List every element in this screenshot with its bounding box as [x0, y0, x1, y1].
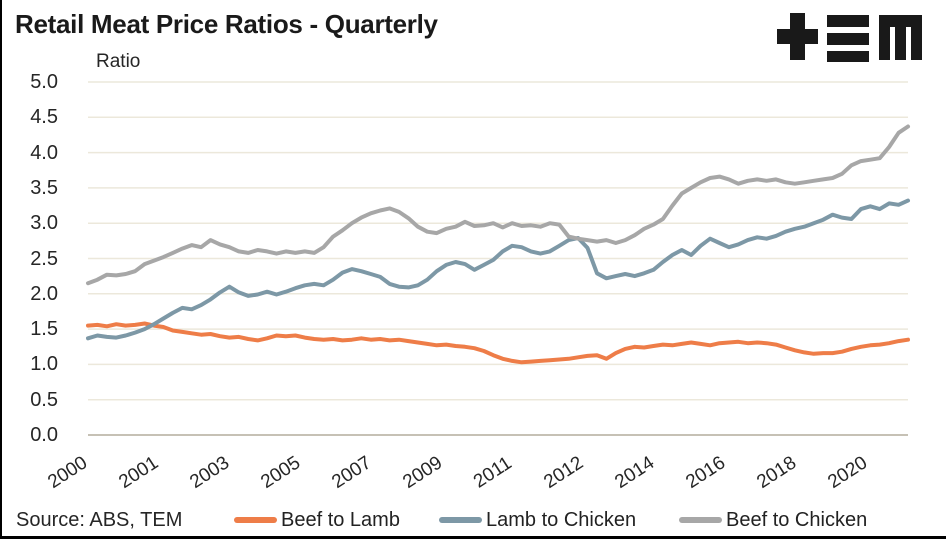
footer: Source: ABS, TEM Beef to Lamb Lamb to Ch… — [2, 505, 946, 535]
legend-swatch-beef-to-lamb — [234, 517, 277, 523]
series-line-beef-to-chicken — [86, 124, 910, 286]
y-tick-label: 5.0 — [30, 71, 58, 93]
y-tick-label: 2.5 — [30, 247, 58, 270]
legend-item-beef-to-lamb: Beef to Lamb — [234, 505, 400, 535]
legend-item-lamb-to-chicken: Lamb to Chicken — [439, 505, 636, 535]
legend-swatch-beef-to-chicken — [679, 517, 722, 523]
legend-label: Lamb to Chicken — [486, 508, 637, 531]
tem-logo — [777, 13, 922, 62]
legend-label: Beef to Chicken — [726, 508, 868, 531]
y-tick-label: 1.0 — [30, 353, 58, 376]
y-tick-label: 4.0 — [30, 141, 58, 164]
series-line-beef-to-lamb — [86, 321, 910, 365]
tem-logo-glyphs — [777, 13, 922, 62]
source-note: Source: ABS, TEM — [16, 509, 183, 531]
legend-label: Beef to Lamb — [281, 508, 400, 531]
chart-title: Retail Meat Price Ratios - Quarterly — [15, 9, 438, 39]
y-tick-label: 3.5 — [30, 176, 58, 199]
y-tick-label: 0.0 — [30, 424, 58, 446]
y-tick-label: 1.5 — [30, 318, 58, 341]
legend-swatch-lamb-to-chicken — [439, 517, 482, 523]
y-axis-title: Ratio — [96, 51, 141, 72]
y-tick-label: 4.5 — [30, 106, 58, 129]
legend-item-beef-to-chicken: Beef to Chicken — [679, 505, 867, 535]
y-tick-label: 2.0 — [30, 282, 58, 305]
series-line-lamb-to-chicken — [86, 198, 910, 341]
y-tick-label: 0.5 — [30, 388, 58, 411]
plot-area — [86, 81, 910, 436]
y-tick-label: 3.0 — [30, 212, 58, 235]
